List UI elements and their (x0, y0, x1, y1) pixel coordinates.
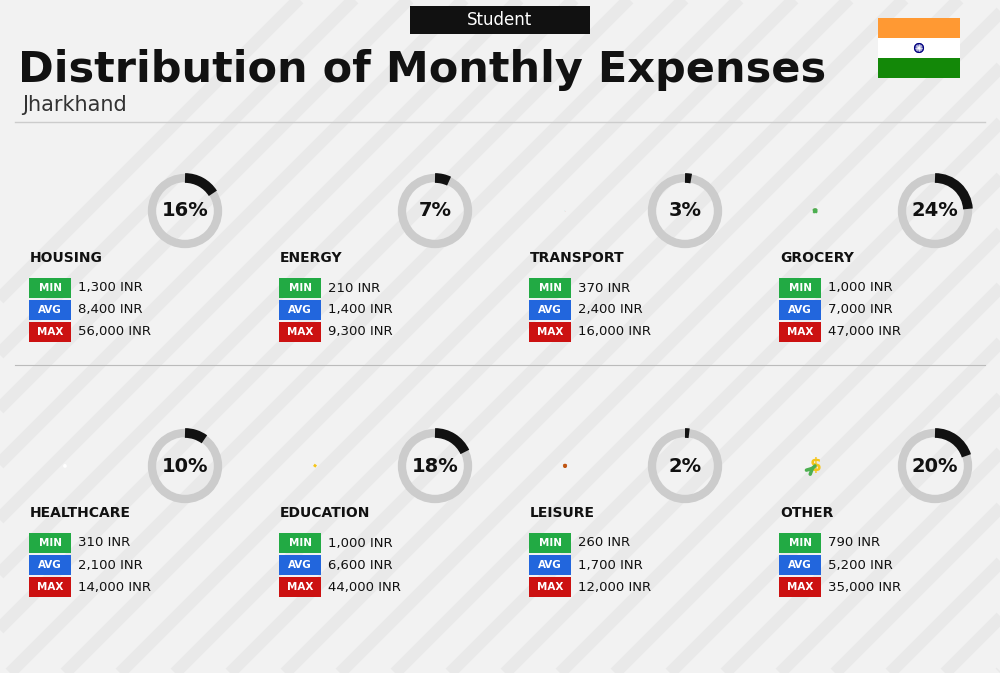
Text: AVG: AVG (288, 560, 312, 570)
Text: 6,600 INR: 6,600 INR (328, 559, 392, 571)
Text: MAX: MAX (287, 582, 313, 592)
Text: MIN: MIN (38, 538, 62, 548)
FancyBboxPatch shape (529, 555, 571, 575)
FancyBboxPatch shape (29, 322, 71, 342)
Text: MIN: MIN (788, 538, 812, 548)
Text: $: $ (809, 457, 821, 475)
Text: MAX: MAX (537, 327, 563, 337)
FancyBboxPatch shape (529, 322, 571, 342)
Text: OTHER: OTHER (780, 506, 833, 520)
FancyBboxPatch shape (779, 555, 821, 575)
Text: 790 INR: 790 INR (828, 536, 880, 549)
Text: 56,000 INR: 56,000 INR (78, 326, 151, 339)
FancyBboxPatch shape (529, 278, 571, 298)
Text: AVG: AVG (538, 560, 562, 570)
Text: AVG: AVG (38, 560, 62, 570)
Circle shape (914, 43, 924, 53)
Text: TRANSPORT: TRANSPORT (530, 251, 625, 265)
Text: 7,000 INR: 7,000 INR (828, 304, 893, 316)
Text: 5,200 INR: 5,200 INR (828, 559, 893, 571)
Text: AVG: AVG (288, 305, 312, 315)
Text: Distribution of Monthly Expenses: Distribution of Monthly Expenses (18, 49, 826, 91)
Text: MIN: MIN (288, 538, 312, 548)
Text: MAX: MAX (37, 582, 63, 592)
FancyBboxPatch shape (779, 278, 821, 298)
FancyBboxPatch shape (279, 555, 321, 575)
FancyBboxPatch shape (29, 300, 71, 320)
FancyBboxPatch shape (878, 58, 960, 78)
FancyBboxPatch shape (779, 322, 821, 342)
Text: MIN: MIN (288, 283, 312, 293)
Text: GROCERY: GROCERY (780, 251, 854, 265)
Text: 10%: 10% (162, 456, 208, 476)
Text: 2%: 2% (668, 456, 702, 476)
FancyBboxPatch shape (529, 533, 571, 553)
Text: MAX: MAX (787, 582, 813, 592)
Text: 2,100 INR: 2,100 INR (78, 559, 143, 571)
Text: 16%: 16% (162, 201, 208, 221)
FancyBboxPatch shape (279, 533, 321, 553)
Text: 260 INR: 260 INR (578, 536, 630, 549)
FancyBboxPatch shape (779, 577, 821, 597)
Text: 8,400 INR: 8,400 INR (78, 304, 143, 316)
Text: 1,000 INR: 1,000 INR (828, 281, 893, 295)
FancyBboxPatch shape (29, 278, 71, 298)
Text: 16,000 INR: 16,000 INR (578, 326, 651, 339)
Text: HEALTHCARE: HEALTHCARE (30, 506, 131, 520)
Text: 310 INR: 310 INR (78, 536, 130, 549)
Text: 3%: 3% (668, 201, 702, 221)
Text: 370 INR: 370 INR (578, 281, 630, 295)
FancyBboxPatch shape (779, 300, 821, 320)
Text: 2,400 INR: 2,400 INR (578, 304, 643, 316)
FancyBboxPatch shape (878, 18, 960, 38)
FancyBboxPatch shape (779, 533, 821, 553)
Text: 1,700 INR: 1,700 INR (578, 559, 643, 571)
Text: 9,300 INR: 9,300 INR (328, 326, 393, 339)
FancyBboxPatch shape (279, 322, 321, 342)
Text: MIN: MIN (538, 538, 562, 548)
FancyBboxPatch shape (29, 533, 71, 553)
Text: 24%: 24% (912, 201, 958, 221)
Text: 7%: 7% (418, 201, 452, 221)
FancyBboxPatch shape (279, 577, 321, 597)
Text: ENERGY: ENERGY (280, 251, 343, 265)
Text: 1,000 INR: 1,000 INR (328, 536, 393, 549)
Text: LEISURE: LEISURE (530, 506, 595, 520)
FancyBboxPatch shape (529, 577, 571, 597)
Text: 44,000 INR: 44,000 INR (328, 581, 401, 594)
Text: 1,300 INR: 1,300 INR (78, 281, 143, 295)
FancyBboxPatch shape (279, 300, 321, 320)
Text: EDUCATION: EDUCATION (280, 506, 370, 520)
Text: AVG: AVG (788, 305, 812, 315)
Text: MIN: MIN (538, 283, 562, 293)
FancyBboxPatch shape (529, 300, 571, 320)
Text: 35,000 INR: 35,000 INR (828, 581, 901, 594)
Text: 12,000 INR: 12,000 INR (578, 581, 651, 594)
Text: MIN: MIN (788, 283, 812, 293)
Text: MAX: MAX (537, 582, 563, 592)
Text: 210 INR: 210 INR (328, 281, 380, 295)
Text: MAX: MAX (287, 327, 313, 337)
Text: Student: Student (467, 11, 533, 29)
Text: AVG: AVG (788, 560, 812, 570)
FancyBboxPatch shape (29, 555, 71, 575)
Text: MAX: MAX (787, 327, 813, 337)
FancyBboxPatch shape (878, 38, 960, 58)
Text: MAX: MAX (37, 327, 63, 337)
Text: 14,000 INR: 14,000 INR (78, 581, 151, 594)
Text: 47,000 INR: 47,000 INR (828, 326, 901, 339)
Text: AVG: AVG (538, 305, 562, 315)
Text: 1,400 INR: 1,400 INR (328, 304, 393, 316)
Text: Jharkhand: Jharkhand (22, 95, 127, 115)
FancyBboxPatch shape (279, 278, 321, 298)
FancyBboxPatch shape (29, 577, 71, 597)
Text: MIN: MIN (38, 283, 62, 293)
Text: 20%: 20% (912, 456, 958, 476)
Text: 18%: 18% (412, 456, 458, 476)
Text: HOUSING: HOUSING (30, 251, 103, 265)
FancyBboxPatch shape (410, 6, 590, 34)
Text: AVG: AVG (38, 305, 62, 315)
